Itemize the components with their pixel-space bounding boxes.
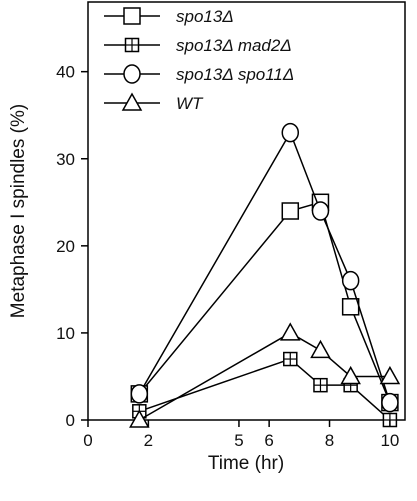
y-tick-label: 0 <box>66 411 75 430</box>
data-point <box>311 201 330 221</box>
series-2 <box>132 351 398 428</box>
data-point <box>379 365 401 385</box>
data-point <box>281 122 300 143</box>
data-point <box>310 339 331 359</box>
data-point <box>381 392 399 413</box>
data-point <box>283 351 298 367</box>
x-tick-label: 10 <box>380 431 399 450</box>
legend-label: spo13Δ <box>176 7 234 26</box>
data-point <box>130 384 149 404</box>
y-tick-label: 30 <box>56 150 75 169</box>
ticks-layer: 0 2 5 6 8 10 0 10 20 30 40 <box>56 63 399 450</box>
legend-label: WT <box>176 94 204 113</box>
y-axis-label: Metaphase I spindles (%) <box>8 104 29 318</box>
data-point <box>129 409 150 428</box>
legend-item: spo13Δ spo11Δ <box>104 64 294 84</box>
y-tick-label: 20 <box>56 237 75 256</box>
legend-marker <box>124 37 140 53</box>
plot-frame <box>87 1 406 421</box>
series-3 <box>130 122 399 413</box>
data-point <box>341 298 360 316</box>
data-point <box>340 365 361 385</box>
data-point <box>279 322 301 341</box>
legend-marker <box>121 92 143 111</box>
legend-label: spo13Δ mad2Δ <box>176 36 292 55</box>
data-point <box>281 202 300 220</box>
series-layer <box>129 122 401 428</box>
data-point <box>313 377 328 393</box>
series-4 <box>129 322 401 428</box>
x-tick-label: 2 <box>144 431 153 450</box>
legend-marker <box>123 7 141 25</box>
legend-item: spo13Δ mad2Δ <box>104 36 292 55</box>
legend-item: WT <box>104 92 204 113</box>
x-tick-label: 6 <box>264 431 273 450</box>
x-tick-label: 5 <box>234 431 243 450</box>
x-tick-label: 0 <box>83 431 92 450</box>
y-tick-label: 10 <box>56 324 75 343</box>
legend: spo13Δ spo13Δ mad2Δ spo13Δ spo11Δ WT <box>104 7 294 113</box>
x-tick-label: 8 <box>325 431 334 450</box>
data-point <box>341 270 360 291</box>
legend-marker <box>123 64 141 84</box>
legend-label: spo13Δ spo11Δ <box>176 65 294 84</box>
series-line <box>138 130 391 403</box>
x-axis-label: Time (hr) <box>208 453 284 474</box>
legend-item: spo13Δ <box>104 7 234 26</box>
y-tick-label: 40 <box>56 63 75 82</box>
